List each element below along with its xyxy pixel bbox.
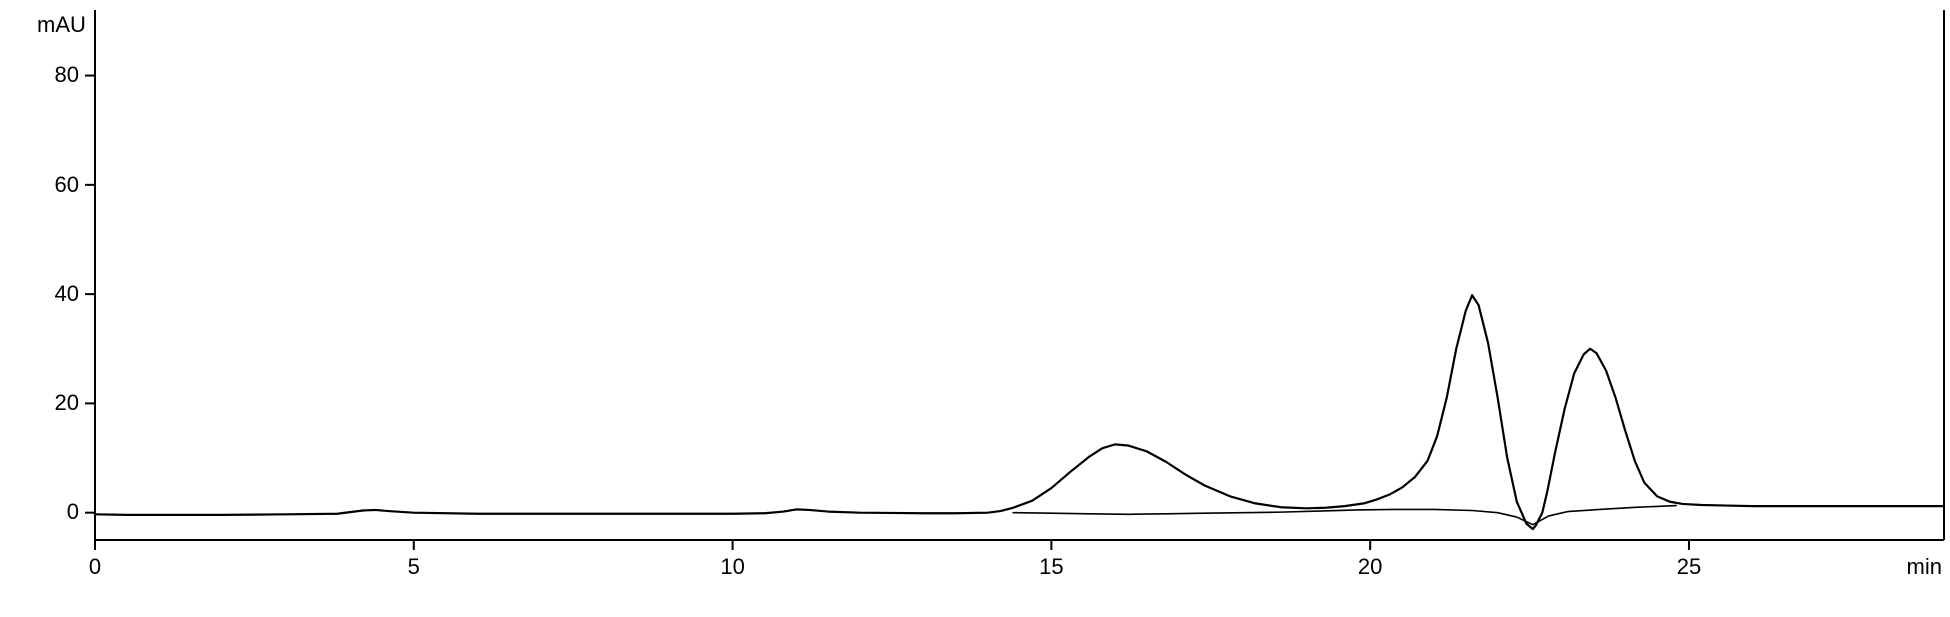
x-tick-label: 0 [75,554,115,580]
y-tick-label: 60 [55,172,79,198]
x-tick-label: 20 [1350,554,1390,580]
y-tick-label: 40 [55,281,79,307]
x-tick-label: 25 [1669,554,1709,580]
chromatogram-chart: mAU min 0 20 40 60 80 0 5 10 15 20 25 [0,0,1950,617]
chart-svg [0,0,1950,617]
x-tick-label: 15 [1031,554,1071,580]
x-tick-label: 10 [713,554,753,580]
y-tick-label: 20 [55,390,79,416]
x-axis-label: min [1907,554,1942,580]
y-tick-label: 0 [67,499,79,525]
x-tick-label: 5 [394,554,434,580]
y-axis-label: mAU [37,12,86,38]
y-tick-label: 80 [55,62,79,88]
